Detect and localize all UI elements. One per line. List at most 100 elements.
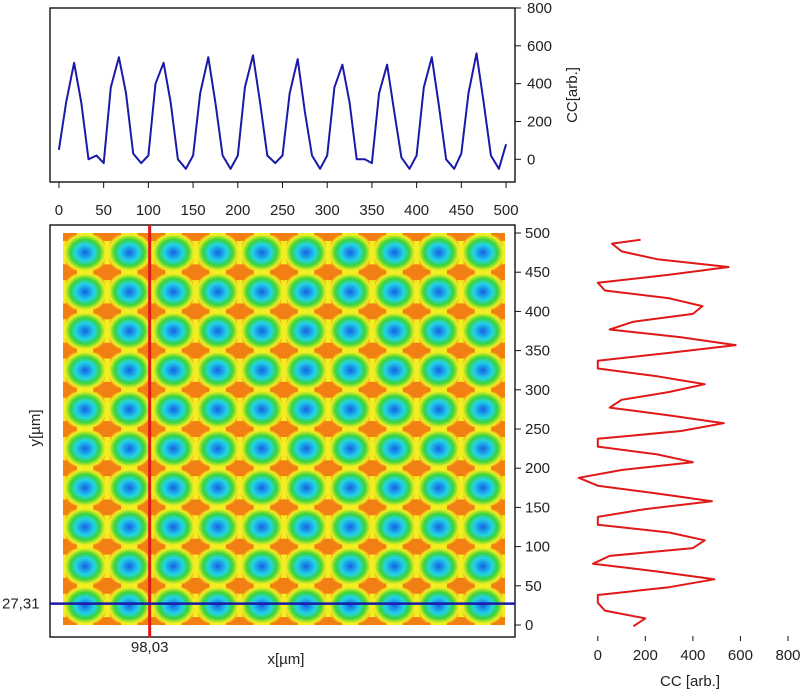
right-profile-line: [577, 238, 737, 628]
top-y-tick-label: 600: [527, 38, 552, 55]
top-x-tick-label: 150: [181, 202, 206, 219]
map-cell: [197, 548, 238, 584]
top-x-tick-label: 500: [494, 202, 519, 219]
map-panel: 0 50 100 150 200 250 300 350 400 450 500 y[µm] x[µ…: [2, 224, 550, 668]
top-profile-panel: 0 50 100 150 200 250 300 350 400 450 500 0 200 400 60…: [49, 0, 581, 219]
map-y-tick-label: 300: [525, 382, 550, 399]
map-cell: [463, 470, 503, 506]
map-cell: [330, 313, 371, 349]
map-cells: [65, 234, 503, 624]
map-cell: [463, 587, 503, 624]
map-cell: [109, 234, 150, 271]
map-cell: [242, 234, 282, 271]
right-profile-panel: 0 200 400 600 800 CC [arb.]: [577, 238, 801, 690]
map-cell: [286, 587, 326, 624]
map-y-tick-label: 0: [525, 617, 533, 634]
map-y-tick-label: 250: [525, 421, 550, 438]
map-cell: [463, 548, 503, 584]
map-cell: [65, 274, 105, 310]
map-cell: [374, 352, 415, 388]
map-cell: [286, 234, 326, 271]
map-cell: [197, 391, 238, 428]
map-cell: [463, 509, 503, 545]
right-x-tick-label: 400: [680, 647, 705, 664]
map-cell: [330, 548, 371, 584]
map-cell: [197, 313, 238, 349]
map-cell: [197, 352, 238, 388]
map-cell: [330, 509, 371, 545]
map-cell: [330, 234, 371, 271]
map-cell: [65, 430, 105, 467]
map-y-tick-label: 500: [525, 225, 550, 242]
map-cell: [65, 587, 105, 624]
map-cell: [374, 587, 415, 624]
map-cell: [418, 274, 459, 310]
top-y-tick-label: 0: [527, 151, 535, 168]
map-cell: [65, 391, 105, 428]
map-cell: [330, 470, 371, 506]
map-cell: [242, 313, 282, 349]
right-x-tick-label: 600: [728, 647, 753, 664]
map-cell: [286, 430, 326, 467]
map-cell: [418, 587, 459, 624]
top-x-tick-label: 250: [270, 202, 295, 219]
map-cell: [286, 313, 326, 349]
map-y-axis-title: y[µm]: [27, 410, 44, 447]
map-cell: [109, 274, 150, 310]
top-x-tick-label: 400: [404, 202, 429, 219]
map-cell: [286, 470, 326, 506]
map-cell: [242, 430, 282, 467]
map-cell: [286, 274, 326, 310]
map-cell: [153, 548, 194, 584]
map-cell: [65, 548, 105, 584]
map-cell: [374, 313, 415, 349]
map-cell: [153, 470, 194, 506]
map-y-tick-label: 100: [525, 539, 550, 556]
map-y-tick-label: 50: [525, 578, 542, 595]
map-cell: [109, 587, 150, 624]
map-cell: [153, 274, 194, 310]
map-frame: [49, 224, 516, 638]
map-cell: [65, 234, 105, 271]
map-cell: [286, 548, 326, 584]
map-cell: [330, 391, 371, 428]
top-y-ticks: 0 200 400 600 800: [515, 0, 552, 168]
map-cell: [374, 391, 415, 428]
map-cell: [153, 430, 194, 467]
map-cell: [418, 352, 459, 388]
map-cell: [463, 234, 503, 271]
map-cell: [197, 509, 238, 545]
top-x-tick-label: 450: [449, 202, 474, 219]
top-x-tick-label: 200: [225, 202, 250, 219]
map-cell: [153, 352, 194, 388]
map-cell: [242, 509, 282, 545]
map-cell: [109, 509, 150, 545]
map-cell: [463, 313, 503, 349]
map-cell: [242, 274, 282, 310]
map-cell: [242, 470, 282, 506]
map-cell: [374, 274, 415, 310]
top-profile-line: [57, 52, 508, 170]
crosshair-y-value: 27,31: [2, 596, 40, 613]
map-cell: [197, 274, 238, 310]
map-cell: [374, 430, 415, 467]
map-y-tick-label: 400: [525, 303, 550, 320]
map-cell: [463, 274, 503, 310]
map-cell: [418, 313, 459, 349]
map-cell: [286, 352, 326, 388]
map-cell: [374, 234, 415, 271]
map-cell: [418, 470, 459, 506]
map-cell: [418, 509, 459, 545]
map-x-axis-title: x[µm]: [268, 651, 305, 668]
top-y-tick-label: 400: [527, 76, 552, 93]
map-cell: [330, 587, 371, 624]
map-cell: [463, 430, 503, 467]
map-cell: [153, 234, 194, 271]
map-cell: [109, 391, 150, 428]
map-cell: [153, 587, 194, 624]
map-cell: [109, 470, 150, 506]
map-cell: [65, 313, 105, 349]
map-cell: [197, 470, 238, 506]
map-cell: [242, 391, 282, 428]
map-cell: [286, 509, 326, 545]
